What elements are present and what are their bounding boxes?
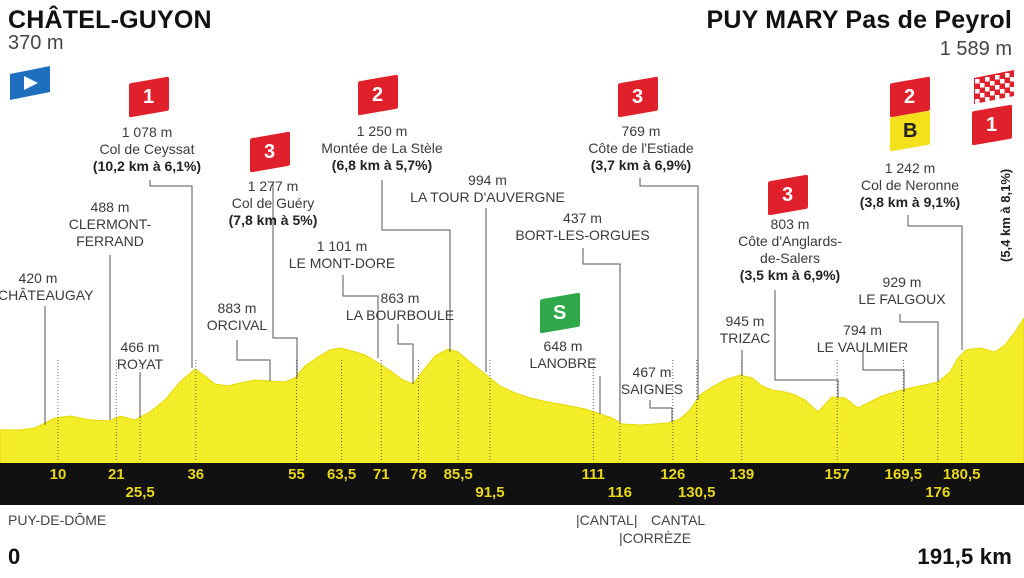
km-marker: 176 — [925, 484, 951, 501]
climb-label-neronne: 1 242 m Col de Neronne (3,8 km à 9,1%) — [859, 160, 961, 210]
sprint-badge: S — [540, 292, 580, 334]
bonus-badge: B — [890, 110, 930, 152]
climb-category-badge-guery: 3 — [250, 131, 290, 173]
km-marker: 63,5 — [326, 466, 357, 483]
place-label-royat: 466 m ROYAT — [116, 339, 164, 372]
km-marker: 169,5 — [884, 466, 923, 483]
place-label-tour-auvergne: 994 m LA TOUR D'AUVERGNE — [410, 172, 565, 205]
start-altitude: 370 m — [8, 32, 64, 54]
place-label-bort: 437 m BORT-LES-ORGUES — [515, 210, 650, 243]
km-marker: 126 — [660, 466, 686, 483]
start-flag-icon — [8, 66, 52, 100]
place-label-orcival: 883 m ORCIVAL — [206, 300, 268, 333]
km-marker: 139 — [729, 466, 755, 483]
place-label-lanobre: 648 m LANOBRE — [529, 338, 597, 371]
km-marker: 116 — [607, 484, 632, 501]
climb-label-anglards: 803 m Côte d'Anglards-de-Salers (3,5 km à … — [738, 216, 842, 283]
km-marker: 21 — [107, 466, 125, 483]
km-marker: 10 — [49, 466, 67, 483]
finish-altitude: 1 589 m — [939, 38, 1012, 60]
climb-label-puy-mary: (5,4 km à 8,1%) — [998, 168, 1013, 262]
climb-category-badge-ceyssat: 1 — [129, 76, 169, 118]
km-marker: 130,5 — [677, 484, 716, 501]
distance-start: 0 — [8, 544, 21, 569]
place-label-mont-dore: 1 101 m LE MONT-DORE — [288, 238, 396, 271]
finish-flag-icon — [972, 70, 1016, 106]
km-marker: 25,5 — [125, 484, 155, 501]
km-marker: 91,5 — [475, 484, 505, 501]
distance-end: 191,5 km — [917, 544, 1012, 569]
km-marker: 180,5 — [942, 466, 981, 483]
finish-name: PUY MARY Pas de Peyrol — [706, 6, 1012, 34]
km-marker: 36 — [187, 466, 205, 483]
profile-area — [0, 317, 1024, 466]
distance-bar — [0, 463, 1024, 505]
leader-lines — [44, 178, 963, 425]
place-label-clermont: 488 m CLERMONT- FERRAND — [68, 199, 152, 249]
region-cantal-a: |CANTAL| — [576, 512, 638, 528]
climb-label-ceyssat: 1 078 m Col de Ceyssat (10,2 km à 6,1%) — [92, 124, 202, 174]
climb-category-badge-puy-mary: 1 — [972, 104, 1012, 146]
region-correze: |CORRÈZE — [619, 530, 692, 546]
region-cantal-b: CANTAL — [651, 512, 706, 528]
place-label-chateaugay: 420 m CHÂTEAUGAY — [0, 270, 94, 303]
start-name: CHÂTEL-GUYON — [8, 6, 212, 34]
km-marker: 78 — [410, 466, 427, 483]
km-marker: 71 — [372, 466, 390, 483]
climb-label-estiade: 769 m Côte de l'Estiade (3,7 km à 6,9%) — [588, 123, 694, 173]
km-marker: 55 — [288, 466, 305, 483]
km-marker: 111 — [581, 466, 606, 483]
place-label-bourboule: 863 m LA BOURBOULE — [345, 290, 455, 323]
km-marker: 157 — [824, 466, 850, 483]
climb-label-stele: 1 250 m Montée de La Stèle (6,8 km à 5,7%) — [321, 123, 443, 173]
climb-category-badge-anglards: 3 — [768, 174, 808, 216]
place-label-saignes: 467 m SAIGNES — [620, 364, 684, 397]
place-label-vaulmier: 794 m LE VAULMIER — [816, 322, 909, 355]
climb-category-badge-stele: 2 — [358, 74, 398, 116]
region-puy-de-dome: PUY-DE-DÔME — [8, 512, 107, 528]
km-marker: 85,5 — [443, 466, 473, 483]
climb-category-badge-estiade: 3 — [618, 76, 658, 118]
climb-label-guery: 1 277 m Col de Guéry (7,8 km à 5%) — [228, 178, 318, 228]
place-label-trizac: 945 m TRIZAC — [719, 313, 771, 346]
place-label-falgoux: 929 m LE FALGOUX — [858, 274, 946, 307]
